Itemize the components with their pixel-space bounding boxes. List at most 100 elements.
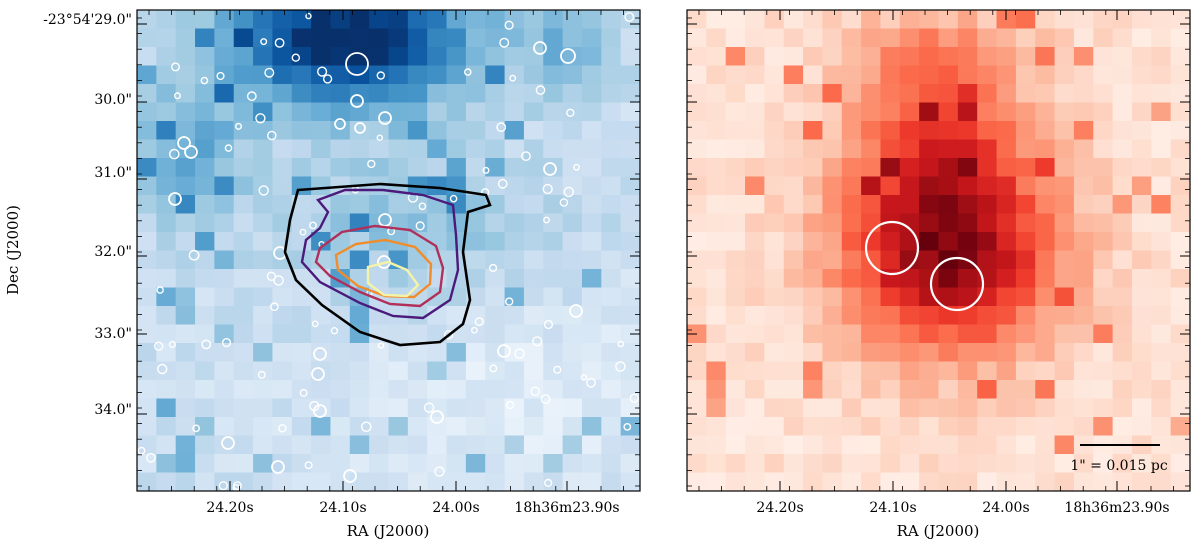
right-pixel <box>919 343 940 363</box>
right-pixel <box>1054 195 1075 215</box>
left-pixel <box>137 102 157 122</box>
right-pixel <box>783 28 804 48</box>
right-pixel <box>803 10 824 30</box>
right-pixel <box>1151 435 1172 455</box>
right-pixel <box>1170 361 1190 381</box>
right-pixel <box>687 398 707 418</box>
right-pixel <box>861 472 882 491</box>
left-pixel <box>156 250 177 270</box>
right-pixel <box>957 435 978 455</box>
right-pixel <box>1151 417 1172 437</box>
right-pixel <box>899 195 920 215</box>
left-pixel <box>330 343 351 363</box>
left-pixel <box>233 213 254 233</box>
left-pixel <box>465 176 486 196</box>
right-pixel <box>841 195 862 215</box>
right-pixel <box>861 213 882 233</box>
left-pixel <box>465 398 486 418</box>
left-pixel <box>311 84 332 104</box>
left-pixel <box>465 102 486 122</box>
right-pixel <box>1170 269 1190 289</box>
right-pixel <box>706 324 727 344</box>
right-pixel <box>1035 361 1056 381</box>
left-pixel <box>195 454 215 474</box>
right-pixel <box>745 361 765 381</box>
right-x-tick-label-1: 24.10s <box>869 500 916 516</box>
source-circle <box>334 118 346 130</box>
left-pixel <box>504 102 525 122</box>
right-pixel <box>1131 472 1152 491</box>
right-pixel <box>1131 158 1152 178</box>
right-pixel <box>687 65 707 85</box>
left-pixel <box>214 380 235 400</box>
left-pixel <box>543 65 564 85</box>
right-pixel <box>919 454 940 474</box>
right-pixel <box>880 47 901 67</box>
source-circle <box>278 424 287 433</box>
left-pixel <box>504 454 525 474</box>
right-pixel <box>803 250 824 270</box>
right-pixel <box>1015 417 1036 437</box>
right-pixel <box>919 398 940 418</box>
right-pixel <box>687 472 707 491</box>
left-pixel <box>369 47 390 67</box>
right-pixel <box>957 213 978 233</box>
right-pixel <box>1093 158 1114 178</box>
source-circle <box>443 330 454 340</box>
right-pixel <box>899 306 920 326</box>
left-pixel <box>233 158 254 178</box>
left-pixel <box>562 84 583 104</box>
right-pixel <box>745 435 765 455</box>
right-pixel <box>957 343 978 363</box>
right-pixel <box>1112 380 1133 400</box>
contour-level-5 <box>366 260 420 298</box>
right-pixel <box>783 139 804 159</box>
right-pixel <box>706 472 727 491</box>
source-circle <box>482 166 490 174</box>
right-pixel <box>1151 195 1172 215</box>
left-pixel <box>562 47 583 67</box>
left-pixel <box>330 324 351 344</box>
source-circle <box>271 460 285 474</box>
left-pixel <box>504 176 525 196</box>
left-pixel <box>349 361 370 381</box>
left-pixel <box>523 102 544 122</box>
right-pixel <box>783 398 804 418</box>
right-pixel <box>1112 454 1133 474</box>
right-pixel <box>706 306 727 326</box>
left-pixel <box>504 84 525 104</box>
left-pixel <box>543 380 564 400</box>
right-pixel <box>996 176 1017 196</box>
left-pixel <box>601 306 622 326</box>
source-circle <box>168 192 182 206</box>
left-pixel <box>407 47 428 67</box>
right-pixel <box>861 10 882 30</box>
right-pixel <box>861 269 882 289</box>
right-pixel <box>919 324 940 344</box>
right-pixel <box>1151 84 1172 104</box>
right-pixel <box>1015 84 1036 104</box>
right-pixel <box>1151 269 1172 289</box>
right-pixel <box>783 121 804 141</box>
left-pixel <box>465 454 486 474</box>
left-pixel <box>601 121 622 141</box>
left-pixel <box>427 158 448 178</box>
right-pixel <box>1073 158 1094 178</box>
left-pixel <box>369 417 390 437</box>
left-pixel <box>523 47 544 67</box>
right-pixel <box>1093 102 1114 122</box>
right-pixel <box>977 361 998 381</box>
left-pixel <box>195 232 215 252</box>
source-circle <box>499 37 510 48</box>
right-pixel <box>899 250 920 270</box>
right-pixel <box>861 195 882 215</box>
left-pixel <box>504 306 525 326</box>
source-circle <box>266 130 277 141</box>
right-pixel <box>938 287 959 307</box>
right-pixel <box>938 195 959 215</box>
right-pixel <box>706 398 727 418</box>
right-pixel <box>803 121 824 141</box>
left-pixel <box>446 10 467 30</box>
right-pixel <box>861 65 882 85</box>
right-pixel <box>938 398 959 418</box>
